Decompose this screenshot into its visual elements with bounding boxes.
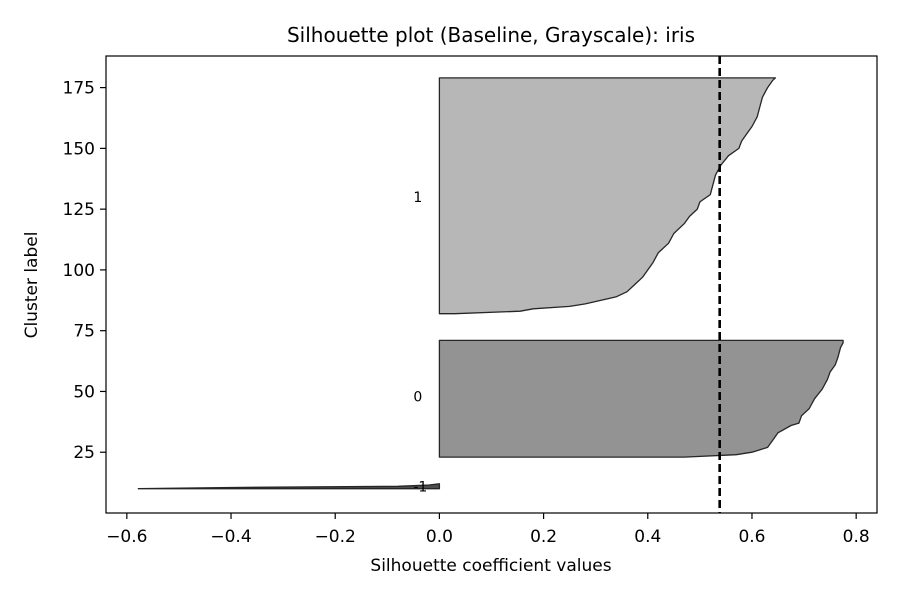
x-tick-label: 0.6 (738, 527, 765, 547)
y-tick-label: 75 (73, 322, 95, 342)
chart-title: Silhouette plot (Baseline, Grayscale): i… (287, 23, 695, 47)
x-tick-label: 0.2 (530, 527, 557, 547)
cluster-silhouette-0 (137, 483, 441, 490)
y-tick-label: 175 (63, 79, 95, 99)
y-tick-label: 50 (73, 382, 95, 402)
y-tick-label: 100 (63, 261, 95, 281)
x-tick-label: 0.4 (634, 527, 661, 547)
y-axis-label: Cluster label (22, 232, 42, 339)
x-tick-label: 0.0 (426, 527, 453, 547)
x-tick-label: −0.6 (106, 527, 147, 547)
x-axis: −0.6 −0.4 −0.2 0.0 0.2 0.4 0.6 0.8 (106, 513, 870, 547)
cluster-fills (137, 77, 844, 490)
cluster-silhouette-2 (438, 77, 777, 315)
y-tick-label: 125 (63, 200, 95, 220)
x-tick-label: −0.2 (315, 527, 356, 547)
cluster-label-group: -1 0 1 (413, 190, 427, 495)
cluster-label-2: 1 (413, 190, 422, 206)
x-axis-label: Silhouette coefficient values (370, 556, 611, 576)
cluster-label-1: 0 (413, 389, 422, 405)
cluster-silhouette-1 (438, 339, 844, 458)
y-tick-label: 150 (63, 139, 95, 159)
x-tick-label: 0.8 (843, 527, 870, 547)
x-tick-label: −0.4 (210, 527, 251, 547)
y-tick-label: 25 (73, 443, 95, 463)
cluster-label-0: -1 (413, 479, 427, 495)
y-axis: 25 50 75 100 125 150 175 (63, 79, 106, 463)
plot-frame (105, 55, 878, 514)
